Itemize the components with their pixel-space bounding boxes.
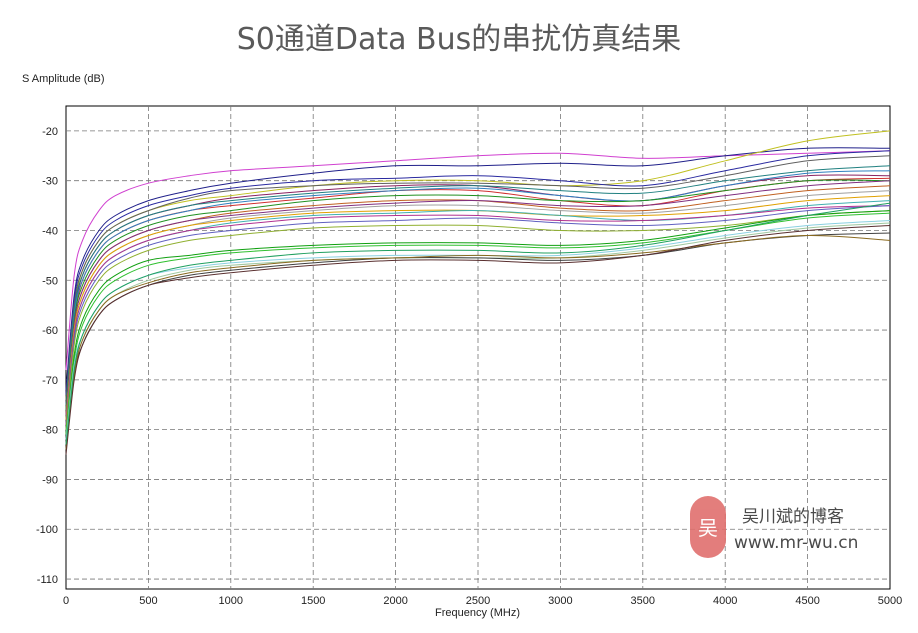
y-tick-label: -100 (36, 524, 58, 536)
x-tick-labels: 0 500 1000 1500 2000 2500 3000 3500 4000 4500 5000 (63, 595, 902, 607)
x-tick-label: 1000 (219, 595, 243, 607)
x-axis-label: Frequency (MHz) (435, 607, 520, 619)
watermark-logo: 吴 (690, 496, 726, 558)
x-tick-label: 5000 (878, 595, 902, 607)
series-line-26 (65, 202, 891, 445)
x-tick-label: 3500 (631, 595, 655, 607)
x-tick-label: 500 (139, 595, 157, 607)
y-tick-label: -40 (42, 225, 58, 237)
watermark: 吴 吴川斌的博客 www.mr-wu.cn (690, 496, 875, 560)
y-tick-labels: -20 -30 -40 -50 -60 -70 -80 -90 -100 -110 (36, 126, 58, 586)
series-line-1 (65, 150, 891, 370)
series-line-14 (65, 195, 891, 420)
series-group (65, 130, 891, 455)
series-line-18 (65, 210, 891, 430)
watermark-logo-char: 吴 (698, 516, 718, 540)
y-tick-label: -110 (37, 574, 58, 586)
watermark-url: www.mr-wu.cn (734, 533, 859, 553)
x-tick-label: 1500 (301, 595, 325, 607)
y-tick-label: -20 (42, 126, 58, 138)
series-line-20 (65, 212, 891, 435)
y-tick-label: -70 (42, 375, 58, 387)
y-tick-label: -80 (42, 425, 58, 437)
x-tick-label: 4500 (795, 595, 819, 607)
x-tick-label: 2500 (466, 595, 490, 607)
y-tick-label: -30 (42, 176, 58, 188)
series-line-17 (65, 205, 891, 430)
series-line-9 (65, 170, 891, 410)
series-line-7 (65, 165, 891, 405)
y-tick-label: -50 (42, 275, 58, 287)
y-tick-label: -90 (42, 474, 58, 486)
x-tick-label: 0 (63, 595, 69, 607)
series-line-4 (65, 150, 891, 395)
x-tick-label: 3000 (548, 595, 572, 607)
series-line-12 (65, 180, 891, 415)
y-axis-label: S Amplitude (dB) (22, 73, 105, 85)
x-tick-label: 4000 (713, 595, 737, 607)
chart-title: S0通道Data Bus的串扰仿真结果 (236, 22, 682, 57)
series-line-19 (65, 210, 891, 435)
series-line-2 (65, 147, 891, 390)
y-tick-label: -60 (42, 325, 58, 337)
series-line-16 (65, 205, 891, 425)
watermark-name: 吴川斌的博客 (742, 507, 844, 527)
grid (66, 106, 890, 589)
series-line-25 (65, 225, 891, 455)
series-line-5 (65, 155, 891, 400)
series-line-24 (65, 234, 891, 450)
x-tick-label: 2000 (383, 595, 407, 607)
series-line-10 (65, 179, 891, 410)
